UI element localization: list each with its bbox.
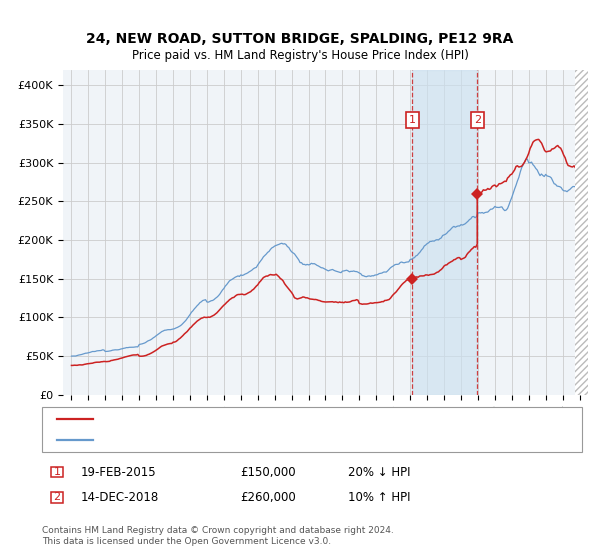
- Text: 1: 1: [53, 467, 61, 477]
- Text: 19-FEB-2015: 19-FEB-2015: [81, 465, 157, 479]
- Text: 24, NEW ROAD, SUTTON BRIDGE, SPALDING, PE12 9RA: 24, NEW ROAD, SUTTON BRIDGE, SPALDING, P…: [86, 32, 514, 46]
- Text: 2: 2: [53, 492, 61, 502]
- Text: £150,000: £150,000: [240, 465, 296, 479]
- Bar: [412, 70, 477, 395]
- Bar: [575, 70, 588, 395]
- Text: 2: 2: [473, 115, 481, 125]
- Text: Contains HM Land Registry data © Crown copyright and database right 2024.
This d: Contains HM Land Registry data © Crown c…: [42, 526, 394, 546]
- Text: 10% ↑ HPI: 10% ↑ HPI: [348, 491, 410, 504]
- Text: £260,000: £260,000: [240, 491, 296, 504]
- Text: 20% ↓ HPI: 20% ↓ HPI: [348, 465, 410, 479]
- Text: 14-DEC-2018: 14-DEC-2018: [81, 491, 159, 504]
- Text: Price paid vs. HM Land Registry's House Price Index (HPI): Price paid vs. HM Land Registry's House …: [131, 49, 469, 62]
- Text: HPI: Average price, detached house, South Holland: HPI: Average price, detached house, Sout…: [100, 435, 367, 445]
- Text: 1: 1: [409, 115, 416, 125]
- Text: 24, NEW ROAD, SUTTON BRIDGE, SPALDING, PE12 9RA (detached house): 24, NEW ROAD, SUTTON BRIDGE, SPALDING, P…: [100, 414, 481, 424]
